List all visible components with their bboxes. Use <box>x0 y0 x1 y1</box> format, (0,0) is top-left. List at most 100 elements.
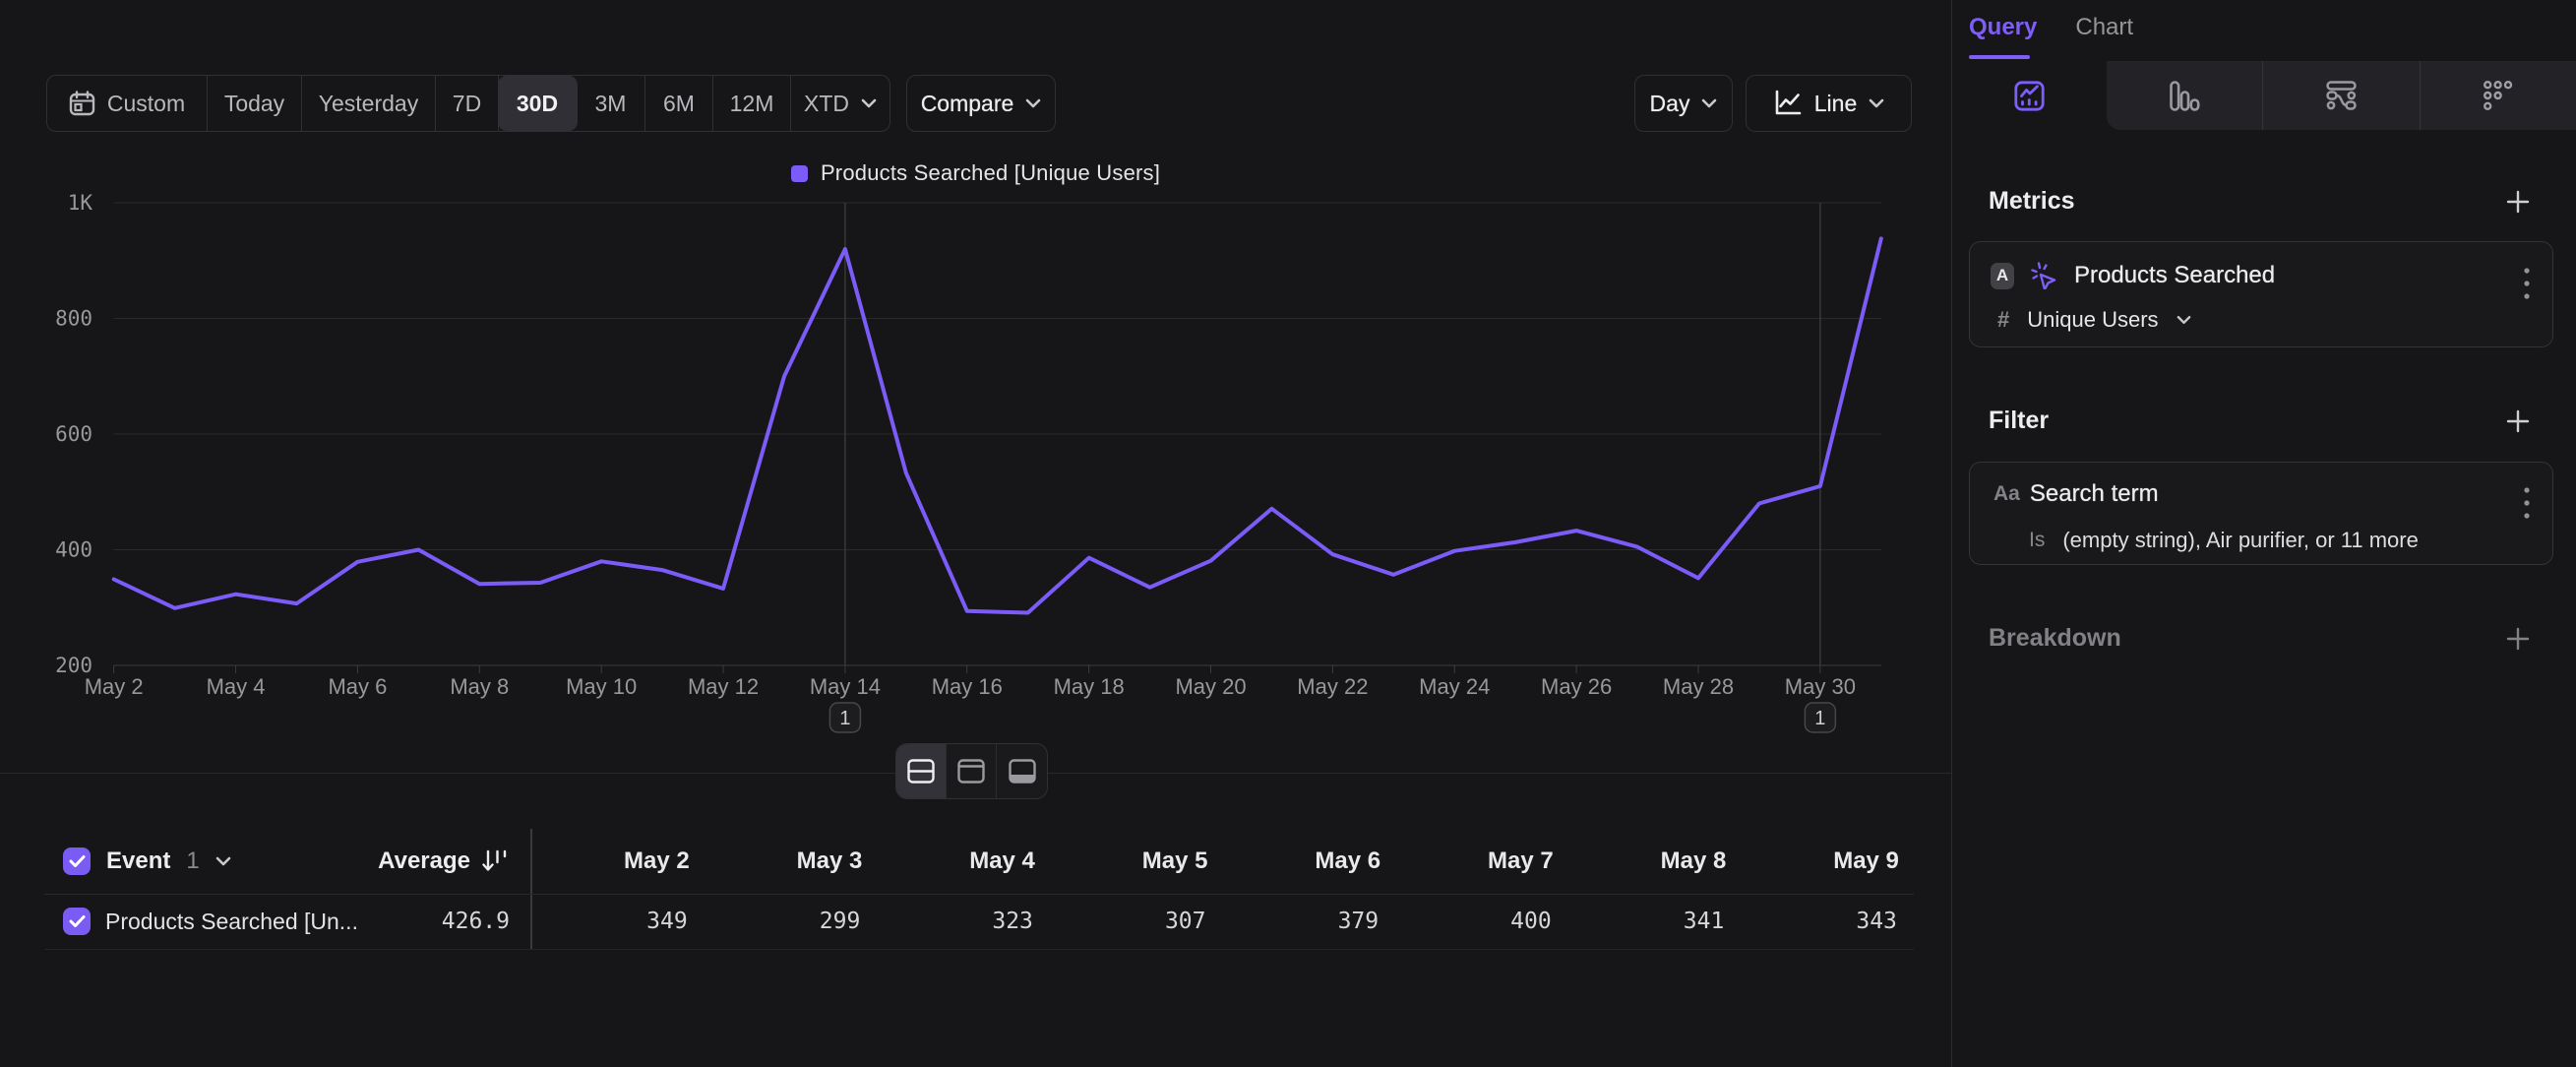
filter-card[interactable]: Aa Search term Is (empty string), Air pu… <box>1969 462 2553 565</box>
range-3m[interactable]: 3M <box>577 76 645 131</box>
chevron-down-icon <box>1869 98 1884 108</box>
granularity-label: Day <box>1649 90 1690 116</box>
metric-title: Products Searched <box>2074 262 2276 288</box>
range-xtd[interactable]: XTD <box>791 76 889 131</box>
metric-card[interactable]: A Products Searched # Unique Users <box>1969 241 2553 347</box>
range-label: 3M <box>594 90 627 116</box>
average-header-cell[interactable]: Average <box>378 829 508 894</box>
view-tab-shelf <box>2107 61 2576 130</box>
tab-chart[interactable]: Chart <box>2075 14 2134 40</box>
range-label: Custom <box>106 90 186 116</box>
x-axis-label: May 16 <box>932 674 1003 699</box>
table-row: Products Searched [Un... 426.9 349 299 323… <box>0 894 1951 949</box>
layout-table-only-button[interactable] <box>997 744 1047 798</box>
metrics-section-header: Metrics <box>1989 187 2530 216</box>
chart-type-label: Line <box>1813 90 1858 116</box>
breakdown-title: Breakdown <box>1989 624 2121 652</box>
legend-label: Products Searched [Unique Users] <box>820 160 1161 185</box>
layout-chart-only-button[interactable] <box>947 744 997 798</box>
layout-split-view-button[interactable] <box>896 744 947 798</box>
line-chart[interactable]: 200 400 600 800 1K May 2 May 4 May 6 May 8 May 10… <box>0 0 1951 774</box>
panel-divider <box>1951 0 1952 1067</box>
aggregation-label[interactable]: Unique Users <box>2027 307 2159 332</box>
chevron-down-icon[interactable] <box>215 856 231 866</box>
chart-legend: Products Searched [Unique Users] <box>0 160 1951 186</box>
row-checkbox[interactable] <box>63 908 91 935</box>
range-label: 30D <box>516 90 559 116</box>
day-column-header[interactable]: May 4 <box>969 847 1035 874</box>
x-axis-label: May 20 <box>1175 674 1246 699</box>
y-axis-label: 1K <box>68 191 93 215</box>
x-axis-label: May 4 <box>207 674 266 699</box>
annotation-badge-label: 1 <box>839 708 850 729</box>
table-header-row: Event 1 Average May 2 May 3 May 4 May 5 May … <box>0 829 1951 949</box>
filter-operator[interactable]: Is <box>2029 529 2046 551</box>
range-label: Yesterday <box>318 90 419 116</box>
view-tab-funnels[interactable] <box>2107 61 2264 130</box>
day-column-header[interactable]: May 8 <box>1660 847 1727 874</box>
compare-button[interactable]: Compare <box>906 75 1056 132</box>
day-column-header[interactable]: May 6 <box>1315 847 1381 874</box>
active-tab-underline <box>1969 55 2030 59</box>
y-axis-label: 600 <box>55 422 92 446</box>
day-column-header[interactable]: May 3 <box>796 847 863 874</box>
add-filter-button[interactable] <box>2506 409 2530 433</box>
legend-swatch <box>790 164 808 182</box>
add-metric-button[interactable] <box>2506 190 2530 214</box>
chevron-down-icon[interactable] <box>2177 315 2191 325</box>
table-header-underline <box>44 894 1914 895</box>
granularity-button[interactable]: Day <box>1634 75 1733 132</box>
row-average-value: 426.9 <box>441 909 510 934</box>
day-value-cell: 341 <box>1683 909 1725 934</box>
metric-options-kebab-icon[interactable] <box>2523 267 2531 306</box>
series-line <box>111 236 1883 615</box>
main-area: Custom Today Yesterday 7D 30D 3M 6M 12M XTD Comp… <box>0 0 1951 950</box>
range-label: Today <box>223 90 285 116</box>
range-label: 12M <box>729 90 774 116</box>
day-column-header[interactable]: May 7 <box>1488 847 1554 874</box>
x-axis-label: May 26 <box>1541 674 1612 699</box>
event-header-cell: Event 1 <box>63 829 231 894</box>
chart-type-button[interactable]: Line <box>1746 75 1912 132</box>
y-axis-label: 200 <box>55 654 92 677</box>
day-value-cell: 349 <box>646 909 688 934</box>
layout-toggle-group <box>895 743 1048 799</box>
range-label: 7D <box>452 90 482 116</box>
retention-icon <box>2483 81 2513 110</box>
range-yesterday[interactable]: Yesterday <box>302 76 436 131</box>
sort-descending-icon <box>482 849 507 871</box>
day-value-cell: 307 <box>1164 909 1206 934</box>
select-all-checkbox[interactable] <box>63 847 91 875</box>
range-30d[interactable]: 30D <box>498 76 578 131</box>
view-tab-flows[interactable] <box>2263 61 2421 130</box>
annotation-badge[interactable] <box>828 702 862 733</box>
annotation-badge[interactable] <box>1804 702 1837 733</box>
row-label[interactable]: Products Searched [Un... <box>105 908 358 934</box>
filter-value[interactable]: (empty string), Air purifier, or 11 more <box>2062 528 2419 552</box>
y-axis-label: 400 <box>55 538 92 562</box>
day-column-header[interactable]: May 5 <box>1141 847 1208 874</box>
day-value-cell: 379 <box>1337 909 1380 934</box>
range-12m[interactable]: 12M <box>713 76 791 131</box>
view-tab-insights[interactable] <box>1952 61 2107 130</box>
text-property-icon: Aa <box>1993 482 2020 505</box>
chevron-down-icon <box>1702 98 1717 108</box>
range-label: XTD <box>804 90 849 116</box>
tab-query[interactable]: Query <box>1969 14 2038 40</box>
view-tab-retention[interactable] <box>2421 61 2576 130</box>
range-7d[interactable]: 7D <box>436 76 499 131</box>
range-6m[interactable]: 6M <box>645 76 713 131</box>
range-custom[interactable]: Custom <box>47 76 208 131</box>
filter-options-kebab-icon[interactable] <box>2523 486 2531 526</box>
calendar-icon <box>69 91 95 116</box>
query-panel: Query Chart <box>1952 0 2576 1067</box>
day-column-header[interactable]: May 9 <box>1833 847 1899 874</box>
day-value-cell: 299 <box>819 909 861 934</box>
annotation-badge-label: 1 <box>1814 708 1825 729</box>
breakdown-section-header: Breakdown <box>1989 624 2530 653</box>
panel-tabs: Query Chart <box>1969 14 2133 41</box>
day-column-header[interactable]: May 2 <box>624 847 690 874</box>
add-breakdown-button[interactable] <box>2506 627 2530 651</box>
filter-property-name: Search term <box>2029 480 2159 507</box>
range-today[interactable]: Today <box>208 76 302 131</box>
